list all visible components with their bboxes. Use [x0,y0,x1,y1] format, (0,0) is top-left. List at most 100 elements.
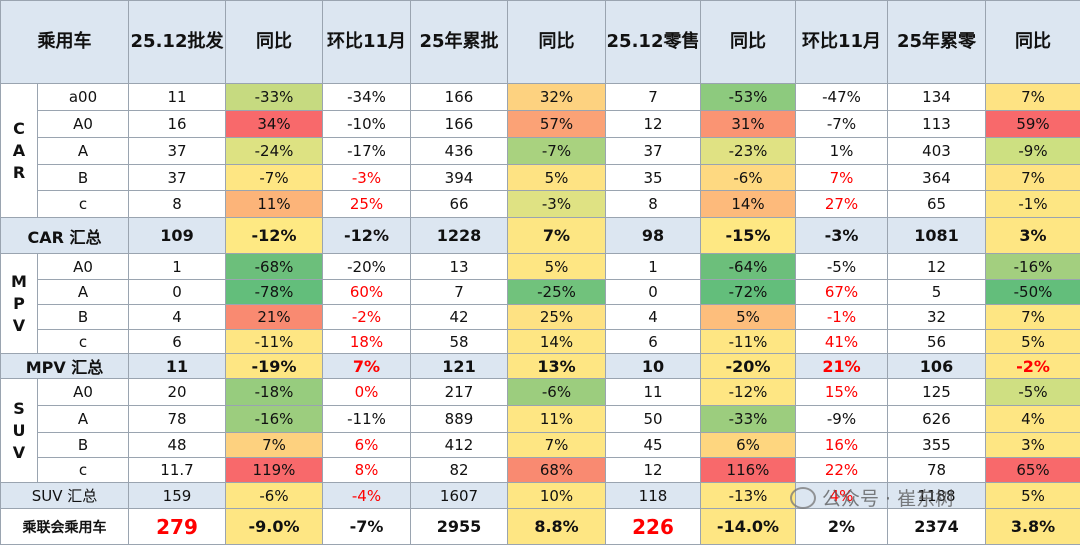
segment-label: A0 [37,253,129,280]
cell: 3% [985,217,1080,254]
cell: 3.8% [985,508,1080,545]
cell: 4% [985,405,1080,433]
cell: 42 [410,304,508,330]
cell: 8.8% [507,508,606,545]
cell: -12% [225,217,323,254]
segment-label: c [37,457,129,483]
cell: 11% [225,190,323,218]
cell: 68% [507,457,606,483]
cell: 98 [605,217,701,254]
cell: 48 [128,432,226,458]
cell: -12% [322,217,411,254]
cell: 22% [795,457,888,483]
data-row: CAR a00 11 -33% -34% 166 32% 7 -53% -47% 134 7% [0,83,1080,218]
data-row: A 0 -78% 60% 7 -25% 0 -72% 67% 5 -50% [1,279,1080,305]
header-cell: 乘用车 [0,0,129,84]
cell: -9% [795,405,888,433]
cell: 58 [410,329,508,354]
data-row: B 48 7% 6% 412 7% 45 6% 16% 355 3% [1,432,1080,458]
cell: 37 [605,137,701,165]
cell: -9.0% [225,508,323,545]
cell: 1 [128,253,226,280]
cell: -10% [322,110,411,138]
cell: -24% [225,137,323,165]
header-cell: 25.12零售 [605,0,701,84]
watermark-icon [790,486,816,509]
cell: 116% [700,457,796,483]
cell: -5% [795,253,888,280]
cell: 16 [128,110,226,138]
cell: 13 [410,253,508,280]
cell: 14% [700,190,796,218]
data-row: B 4 21% -2% 42 25% 4 5% -1% 32 7% [1,304,1080,330]
cell: -18% [225,378,323,406]
data-row: c 6 -11% 18% 58 14% 6 -11% 41% 56 5% [1,329,1080,354]
data-row: A 37 -24% -17% 436 -7% 37 -23% 1% 403 -9% [1,137,1080,165]
cell: 8 [128,190,226,218]
cell: 113 [887,110,986,138]
cell: 7% [507,217,606,254]
cell: 106 [887,353,986,379]
header-row: 乘用车 25.12批发 同比 环比11月 25年累批 同比 25.12零售 同比 环比11月 25… [0,0,1080,84]
cell: -20% [322,253,411,280]
cell: 1607 [410,482,508,509]
segment-label: A0 [37,110,129,138]
subtotal-row: SUV 汇总 159 -6% -4% 1607 10% 118 -13% 4% 1188 5% [0,482,1080,509]
cell: -33% [225,83,323,111]
cell: 14% [507,329,606,354]
cell: 11 [605,378,701,406]
header-cell: 环比11月 [795,0,888,84]
cell: -15% [700,217,796,254]
cell: 56 [887,329,986,354]
cell: 119% [225,457,323,483]
cell: -14.0% [700,508,796,545]
cell: 4 [128,304,226,330]
header-cell: 25年累批 [410,0,508,84]
cell: -7% [507,137,606,165]
cell: 37 [128,164,226,191]
cell: -2% [985,353,1080,379]
cell: 50 [605,405,701,433]
cell: -72% [700,279,796,305]
cell: 7 [410,279,508,305]
cell: -17% [322,137,411,165]
cell: -7% [322,508,411,545]
group-label: CAR [0,83,38,218]
segment-label: A0 [37,378,129,406]
cell: -6% [700,164,796,191]
cell: -78% [225,279,323,305]
cell: -20% [700,353,796,379]
cell: 11 [128,353,226,379]
data-row: c 11.7 119% 8% 82 68% 12 116% 22% 78 65% [1,457,1080,483]
cell: 32 [887,304,986,330]
cell: 7 [605,83,701,111]
subtotal-label: MPV 汇总 [0,353,129,379]
cell: 8 [605,190,701,218]
segment-label: B [37,164,129,191]
cell: -1% [985,190,1080,218]
cell: -7% [225,164,323,191]
cell: -53% [700,83,796,111]
cell: 118 [605,482,701,509]
cell: 0 [128,279,226,305]
cell: 15% [795,378,888,406]
cell: 412 [410,432,508,458]
cell: 31% [700,110,796,138]
cell: 436 [410,137,508,165]
cell: 166 [410,110,508,138]
cell: 226 [605,508,701,545]
cell: -3% [795,217,888,254]
cell: 121 [410,353,508,379]
cell: 65% [985,457,1080,483]
cell: 6% [700,432,796,458]
cell: 27% [795,190,888,218]
cell: -12% [700,378,796,406]
segment-label: A [37,279,129,305]
cell: 16% [795,432,888,458]
cell: 5% [507,253,606,280]
cell: 78 [128,405,226,433]
header-cell: 25年累零 [887,0,986,84]
watermark: 公众号 · 崔东树 [790,484,954,511]
cell: 11 [128,83,226,111]
cell: 11% [507,405,606,433]
